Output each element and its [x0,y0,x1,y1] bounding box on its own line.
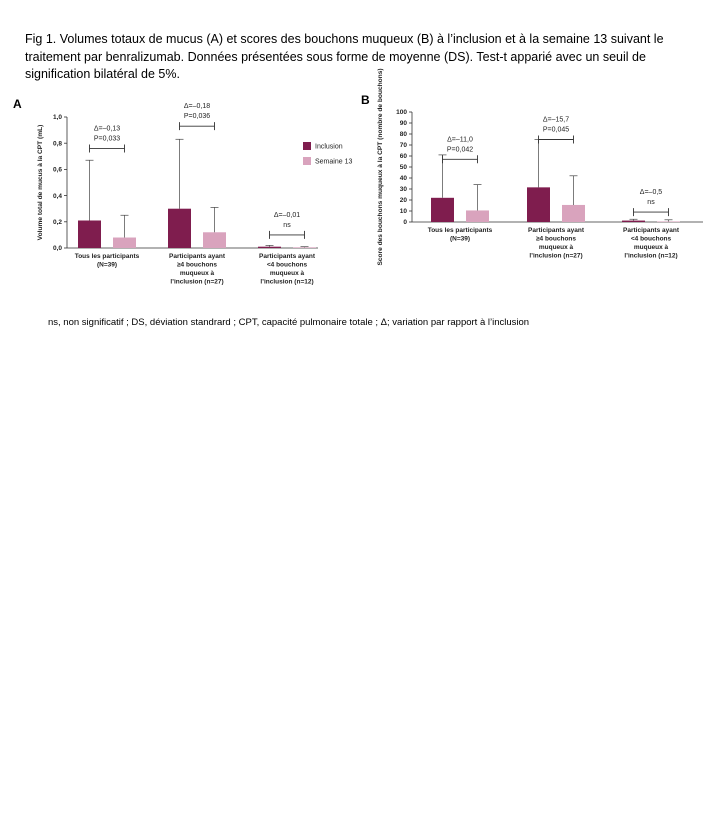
category-label: l’inclusion (n=12) [624,253,677,260]
bar-inclusion [622,220,645,222]
y-tick-label: 40 [400,175,408,182]
y-tick-label: 50 [400,164,408,171]
p-value-label: ns [283,222,291,229]
y-axis-label: Volume total de mucus à la CPT (mL) [37,125,44,241]
category-label: Tous les participants [428,227,493,234]
p-value-label: P=0,045 [543,127,569,134]
bar-semaine13 [562,204,585,222]
y-tick-label: 20 [400,197,408,204]
y-tick-label: 70 [400,142,408,149]
y-tick-label: 0,0 [53,245,62,252]
y-tick-label: 1,0 [53,114,62,121]
delta-label: Δ=–0,18 [184,103,210,110]
bar-inclusion [527,187,550,222]
y-tick-label: 0,4 [53,193,62,200]
legend-swatch [303,142,311,150]
category-label: (N=39) [450,236,470,243]
delta-label: Δ=–0,13 [94,125,120,132]
delta-label: Δ=–11,0 [447,136,473,143]
p-value-label: ns [647,199,655,206]
bar-semaine13 [203,232,226,248]
category-label: Tous les participants [75,253,140,260]
y-axis-label: Score des bouchons muqueux à la CPT (nom… [377,68,384,265]
significance-bracket [442,155,478,164]
legend-label: Semaine 13 [315,159,352,166]
significance-bracket [633,208,669,217]
bar-inclusion [168,208,191,248]
p-value-label: P=0,036 [184,113,210,120]
panel-a-letter: A [13,97,22,111]
delta-label: Δ=–0,5 [640,189,662,196]
bar-semaine13 [113,237,136,248]
y-tick-label: 0,2 [53,219,62,226]
chart-panel-b: 0 10 20 30 40 50 60 70 80 90 100 Score des bouchons… [377,68,703,266]
bar-semaine13 [466,210,489,222]
significance-bracket [179,122,215,131]
y-tick-label: 90 [400,120,408,127]
bar-inclusion [258,246,281,248]
bar-semaine13 [657,221,680,223]
category-label: l’inclusion (n=27) [529,253,582,260]
y-tick-label: 30 [400,186,408,193]
y-tick-label: 0,6 [53,167,62,174]
category-label: ≥4 bouchons [177,262,217,269]
y-tick-label: 0 [403,219,407,226]
category-label: l’inclusion (n=27) [170,279,223,286]
y-tick-label: 60 [400,153,408,160]
bar-inclusion [431,197,454,222]
chart-panel-a: 0,0 0,2 0,4 0,6 0,8 1,0 Volume total de mucus … [37,103,352,286]
legend-label: Inclusion [315,144,343,151]
figure-caption: Fig 1. Volumes totaux de mucus (A) et sc… [25,32,664,81]
category-label: Participants ayant [259,253,316,260]
p-value-label: P=0,033 [94,135,120,142]
category-label: <4 bouchons [631,236,672,243]
y-tick-label: 100 [396,109,407,116]
category-label: muqueux à [634,244,669,251]
category-label: Participants ayant [169,253,226,260]
category-label: muqueux à [270,270,305,277]
y-tick-label: 0,8 [53,140,62,147]
y-tick-label: 80 [400,131,408,138]
category-label: <4 bouchons [267,262,308,269]
bar-inclusion [78,220,101,248]
delta-label: Δ=–15,7 [543,117,569,124]
category-label: muqueux à [539,244,574,251]
category-label: ≥4 bouchons [536,236,576,243]
category-label: muqueux à [180,270,215,277]
delta-label: Δ=–0,01 [274,212,300,219]
category-label: l’inclusion (n=12) [260,279,313,286]
significance-bracket [269,230,305,239]
figure-footnote: ns, non significatif ; DS, déviation sta… [48,317,530,328]
significance-bracket [538,135,574,144]
p-value-label: P=0,042 [447,146,473,153]
significance-bracket [89,144,125,153]
panel-b-letter: B [361,93,370,107]
legend-swatch [303,157,311,165]
bar-semaine13 [293,247,316,248]
category-label: Participants ayant [528,227,585,234]
category-label: Participants ayant [623,227,680,234]
category-label: (N=39) [97,262,117,269]
y-tick-label: 10 [400,208,408,215]
